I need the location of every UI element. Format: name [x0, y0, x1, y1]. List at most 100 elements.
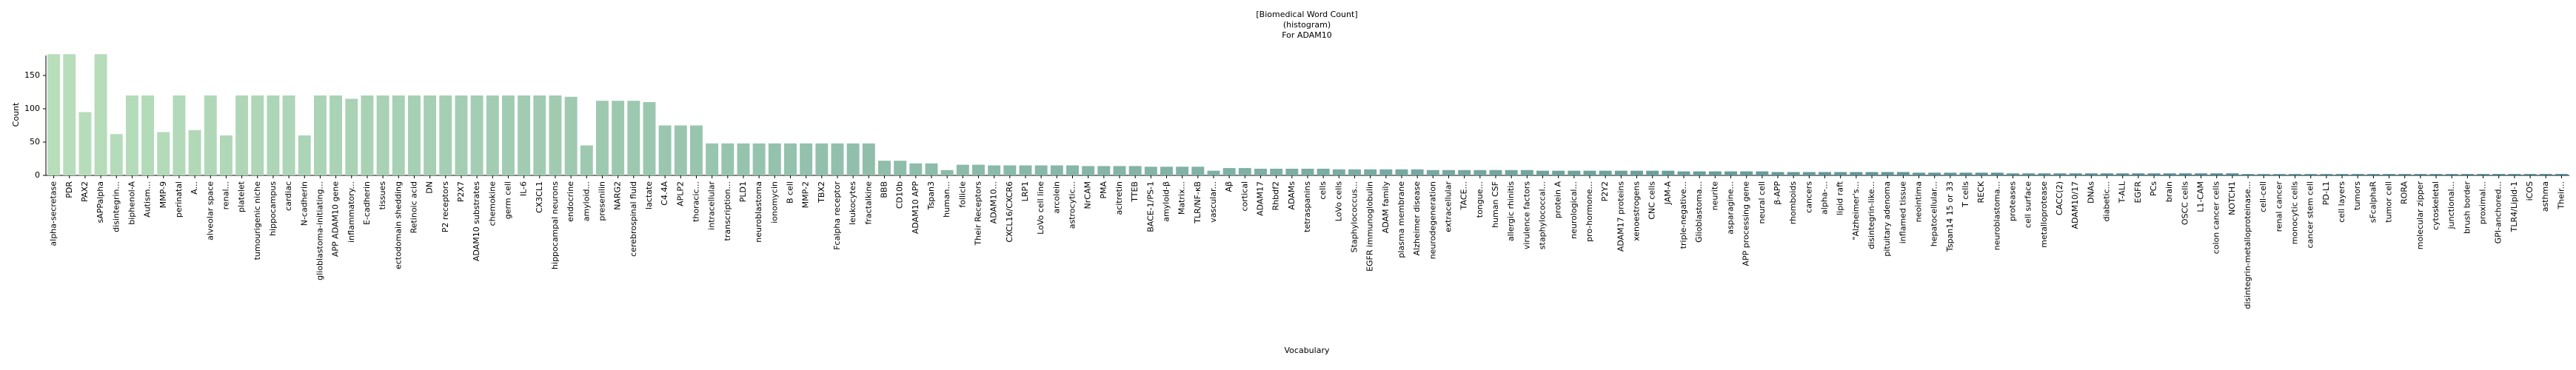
x-tick-label: GPI-anchored...: [2494, 181, 2503, 243]
bar: [1034, 165, 1048, 175]
x-tick-label: pituitary adenoma: [1882, 181, 1892, 257]
x-tick-label: virulence factors: [1522, 181, 1531, 249]
x-tick-label: astrocytic...: [1067, 181, 1077, 229]
x-tick-label: "Alzheimer's...: [1851, 181, 1861, 240]
bar: [1348, 169, 1361, 175]
x-tick-label: neurite: [1710, 181, 1719, 211]
bar: [1379, 169, 1393, 175]
y-tick-label: 50: [30, 137, 40, 147]
bar: [1317, 169, 1330, 175]
bar: [2289, 174, 2302, 175]
x-tick-label: protein A: [1553, 181, 1563, 219]
bar: [2445, 174, 2458, 175]
bar: [988, 165, 1001, 175]
x-tick-label: tongue...: [1475, 181, 1485, 218]
bar: [909, 163, 923, 175]
bar: [2226, 173, 2239, 175]
x-tick-label: APP processing gene: [1742, 181, 1751, 266]
x-tick-label: alpha-...: [1820, 181, 1830, 215]
bar: [2053, 173, 2067, 175]
x-tick-label: molecular zipper: [2415, 181, 2425, 250]
x-tick-label: P2 receptors: [441, 181, 450, 233]
x-tick-label: tumor cell: [2384, 181, 2394, 223]
x-tick-label: LRP1: [1020, 181, 1030, 201]
x-tick-label: cell layers: [2337, 181, 2346, 223]
x-tick-label: glioblastoma-initiating...: [315, 181, 324, 280]
chart-title: For ADAM10: [1282, 30, 1332, 40]
x-tick-label: APP ADAM10 gene: [331, 181, 341, 257]
bar: [752, 143, 766, 175]
x-tick-label: P2Y2: [1600, 181, 1610, 201]
bar: [1395, 169, 1408, 175]
bar: [1708, 171, 1722, 175]
x-tick-label: CD10b: [895, 181, 905, 209]
bar: [2163, 173, 2176, 175]
bar: [361, 95, 374, 175]
bar: [204, 95, 217, 175]
y-tick-label: 150: [24, 70, 40, 80]
x-tick-label: Alzheimer disease: [1412, 181, 1422, 256]
bar: [1599, 170, 1612, 175]
bar: [1819, 172, 1832, 175]
bar: [2084, 173, 2098, 175]
bar: [282, 95, 295, 175]
bar: [2178, 173, 2192, 175]
x-tick-label: tetraspanins: [1302, 181, 1312, 232]
x-tick-label: chemokine: [487, 181, 497, 226]
bar: [1144, 166, 1157, 175]
bar: [219, 135, 232, 175]
x-tick-label: PDR: [64, 181, 74, 198]
x-tick-label: DN: [425, 181, 435, 194]
x-tick-label: cancer stem cell: [2306, 181, 2315, 249]
bar: [1756, 171, 1769, 175]
bar: [329, 95, 343, 175]
bar: [1944, 172, 1957, 175]
bar: [815, 143, 829, 175]
x-tick-label: Their...: [2556, 181, 2566, 210]
x-tick-label: cell surface: [2024, 181, 2033, 228]
bar: [831, 143, 844, 175]
x-tick-label: APLP2: [675, 181, 685, 206]
bar: [1066, 165, 1079, 175]
bar: [2241, 174, 2255, 175]
bar: [1896, 172, 1910, 175]
bar: [1662, 170, 1675, 175]
bar: [627, 101, 640, 175]
x-tick-label: acitretin: [1114, 181, 1124, 215]
x-tick-label: alveolar space: [205, 181, 215, 240]
x-tick-label: thoracic...: [691, 181, 700, 222]
x-tick-label: neurological...: [1569, 181, 1579, 239]
x-tick-label: proteases: [2008, 181, 2018, 221]
bar: [1222, 168, 1236, 175]
bar: [2195, 173, 2208, 175]
bar: [1442, 169, 1455, 175]
x-tick-label: BBB: [879, 181, 889, 198]
x-tick-label: plasma membrane: [1396, 181, 1406, 258]
x-tick-label: EGFR: [2133, 181, 2143, 204]
bar: [1003, 165, 1017, 175]
x-tick-label: lactate: [644, 181, 654, 209]
bar: [689, 125, 703, 175]
x-tick-label: inflamed tissue: [1898, 181, 1907, 243]
bar: [1458, 169, 1471, 175]
bar: [1865, 172, 1879, 175]
x-tick-label: ADAM17: [1255, 181, 1265, 216]
x-tick-label: transcription...: [723, 181, 732, 240]
x-tick-label: germ cell: [503, 181, 512, 219]
bar: [486, 95, 499, 175]
bar: [783, 143, 797, 175]
bar: [2539, 174, 2552, 175]
x-tick-label: rhomboids: [1788, 181, 1798, 224]
x-tick-label: Retinoic acid: [409, 181, 418, 233]
x-tick-label: leukocytes: [848, 181, 857, 225]
x-tick-label: BACE-1/PS-1: [1145, 181, 1155, 232]
bar: [424, 95, 437, 175]
x-tick-label: endocrine: [566, 181, 575, 222]
bar: [2069, 173, 2082, 175]
bar: [2116, 173, 2130, 175]
bar: [1128, 166, 1142, 175]
x-tick-label: NrCAM: [1083, 181, 1093, 209]
x-tick-label: sFcalphaR: [2368, 181, 2378, 223]
x-tick-label: C4.4A: [660, 181, 669, 206]
